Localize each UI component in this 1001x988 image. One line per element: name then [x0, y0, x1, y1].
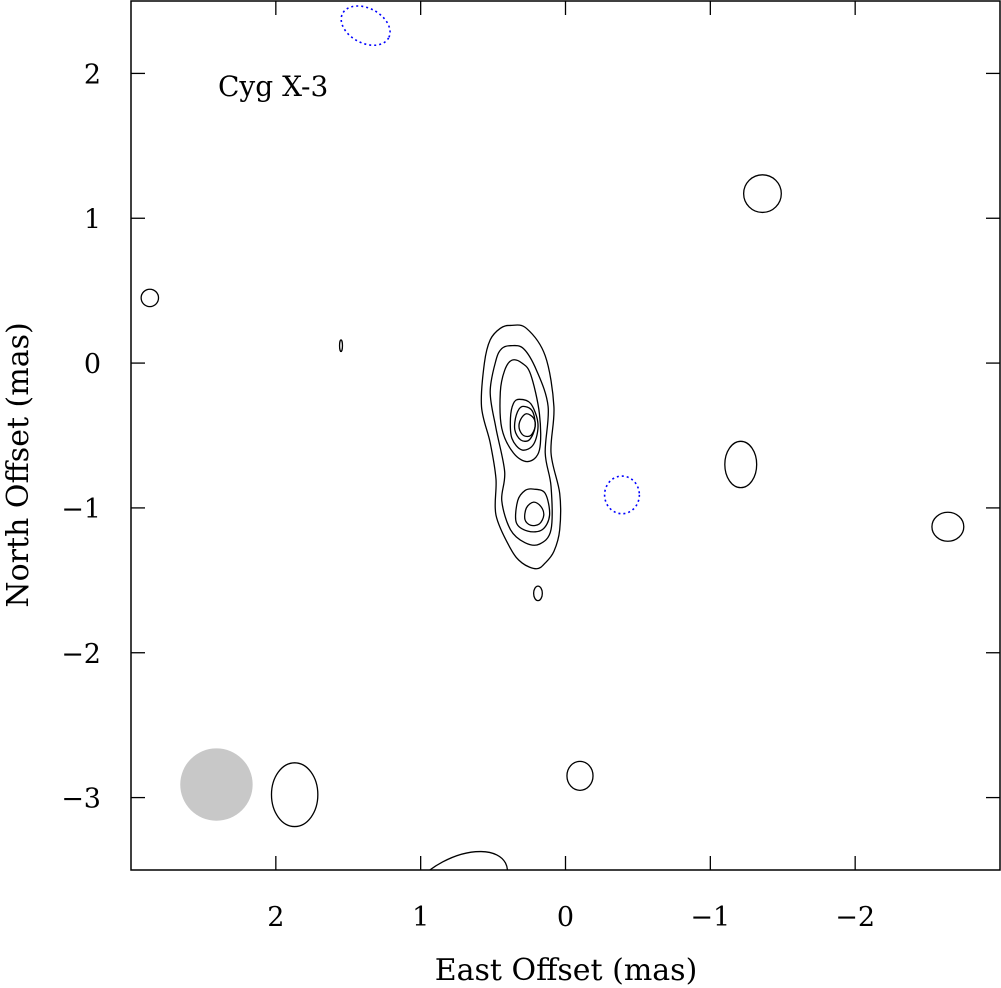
y-axis-label: North Offset (mas): [1, 322, 36, 607]
tick-group: 2 1 0 −1 −2 2 1 0 −1 −2 −3: [61, 1, 1000, 933]
x-tick-label: −2: [835, 902, 875, 933]
y-tick-label: −3: [61, 784, 101, 815]
positive-contour: [724, 440, 758, 489]
positive-contour: [499, 359, 542, 463]
y-tick-label: −2: [61, 639, 101, 670]
source-label: Cyg X-3: [218, 70, 328, 103]
beam-ellipse: [180, 748, 253, 821]
y-tick-label: 0: [84, 349, 101, 380]
positive-contour: [931, 511, 965, 542]
x-tick-label: 1: [412, 902, 429, 933]
x-tick-label: −1: [690, 902, 730, 933]
positive-contour: [524, 501, 545, 527]
positive-contour: [140, 288, 160, 308]
x-tick-label: 2: [267, 902, 284, 933]
positive-contour: [518, 413, 536, 438]
y-tick-label: 2: [84, 59, 101, 90]
positive-contour: [742, 174, 782, 214]
y-tick-label: −1: [61, 494, 101, 525]
x-axis-label: East Offset (mas): [435, 953, 698, 988]
negative-contour: [340, 5, 391, 47]
beam-group: [180, 748, 253, 821]
positive-contour: [513, 405, 536, 442]
positive-contour: [338, 339, 344, 353]
negative-contour: [603, 475, 641, 515]
positive-contour: [566, 760, 594, 791]
contour-group: [140, 5, 965, 870]
positive-contour: [270, 762, 319, 828]
positive-contour: [532, 585, 543, 602]
positive-contour: [480, 324, 562, 570]
positive-contour: [509, 398, 539, 451]
positive-contour: [489, 344, 553, 546]
y-tick-label: 1: [84, 204, 101, 235]
positive-contour: [405, 850, 509, 870]
positive-contour: [514, 488, 551, 533]
x-tick-label: 0: [557, 902, 574, 933]
